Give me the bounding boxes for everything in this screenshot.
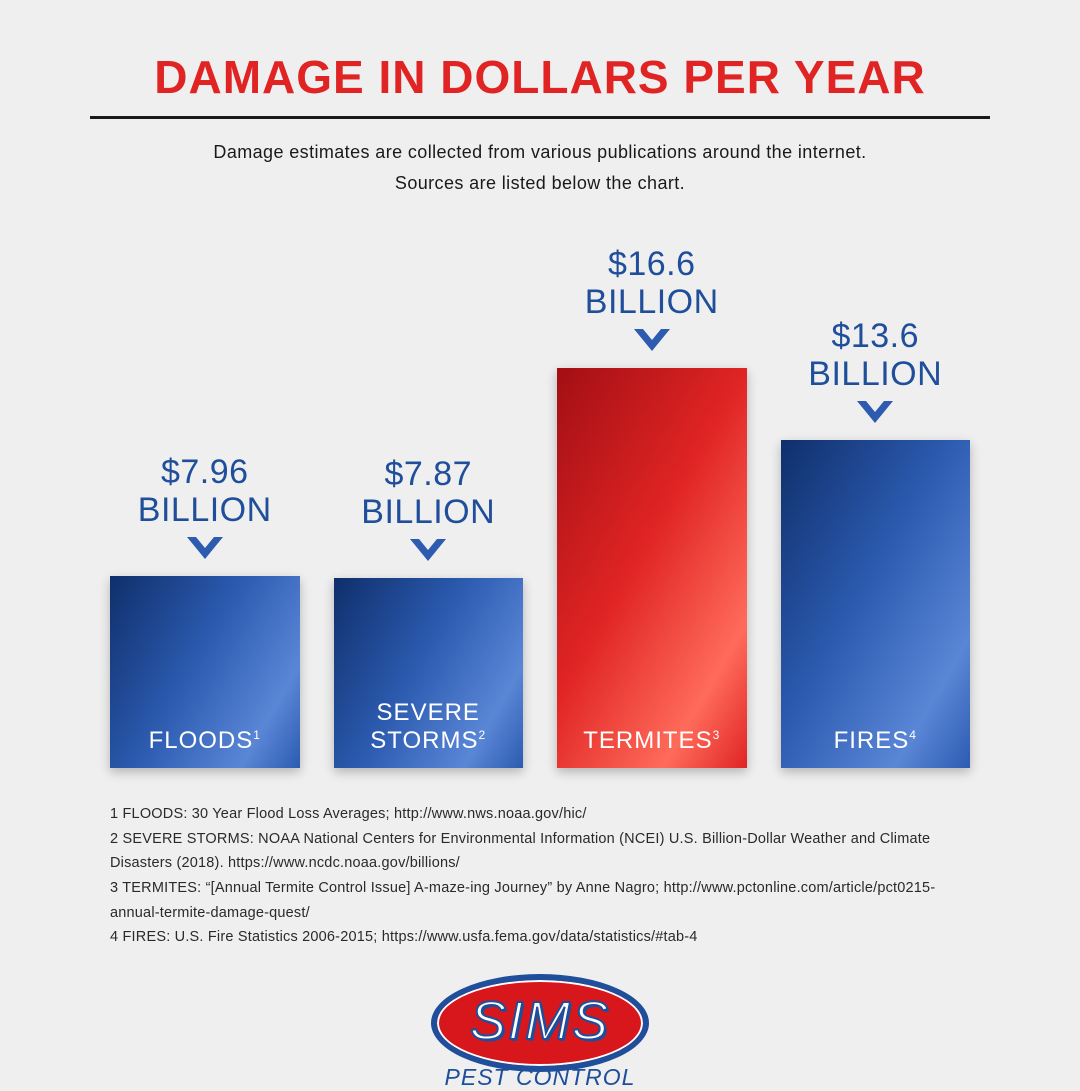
page-title: DAMAGE IN DOLLARS PER YEAR [90, 50, 990, 116]
subtitle: Damage estimates are collected from vari… [180, 137, 900, 198]
bar-wrap: $13.6 BILLION FIRES4 [781, 208, 971, 768]
logo-ellipse: SIMS [431, 974, 649, 1072]
infographic-container: DAMAGE IN DOLLARS PER YEAR Damage estima… [0, 0, 1080, 1091]
bar: SEVERESTORMS2 [334, 578, 524, 768]
source-line: 3 TERMITES: “[Annual Termite Control Iss… [110, 876, 970, 925]
bar-value-label: $7.87 BILLION [361, 455, 495, 531]
down-arrow-icon [407, 535, 449, 567]
source-line: 4 FIRES: U.S. Fire Statistics 2006-2015;… [110, 925, 970, 950]
bar-category-label: TERMITES3 [577, 727, 726, 769]
source-line: 1 FLOODS: 30 Year Flood Loss Averages; h… [110, 802, 970, 827]
brand-logo: SIMS PEST CONTROL [90, 974, 990, 1091]
bar-value-label: $7.96 BILLION [138, 453, 272, 529]
down-arrow-icon [854, 397, 896, 429]
bar-value-unit: BILLION [585, 283, 719, 321]
bar-category-label: SEVERESTORMS2 [364, 699, 492, 768]
down-arrow-icon [184, 533, 226, 565]
damage-bar-chart: $7.96 BILLION FLOODS1 $7.87 BILLION SEVE… [90, 208, 990, 768]
bar-value-amount: $16.6 [585, 245, 719, 283]
bar: FIRES4 [781, 440, 971, 768]
bar-value-amount: $7.96 [138, 453, 272, 491]
bar-value-amount: $7.87 [361, 455, 495, 493]
bar-wrap: $7.87 BILLION SEVERESTORMS2 [334, 208, 524, 768]
bar-value-label: $16.6 BILLION [585, 245, 719, 321]
bar-category-label: FIRES4 [828, 727, 923, 769]
arrow-wrap [184, 533, 226, 570]
title-rule [90, 116, 990, 119]
bar-value-unit: BILLION [808, 355, 942, 393]
logo-brand-text: SIMS [470, 990, 610, 1052]
bar-wrap: $16.6 BILLION TERMITES3 [557, 208, 747, 768]
bar-value-label: $13.6 BILLION [808, 317, 942, 393]
arrow-wrap [407, 535, 449, 572]
sources-block: 1 FLOODS: 30 Year Flood Loss Averages; h… [90, 802, 990, 950]
bar-value-unit: BILLION [361, 493, 495, 531]
arrow-wrap [631, 325, 673, 362]
bar-category-label: FLOODS1 [143, 727, 267, 769]
bar-value-amount: $13.6 [808, 317, 942, 355]
bar: TERMITES3 [557, 368, 747, 768]
arrow-wrap [854, 397, 896, 434]
down-arrow-icon [631, 325, 673, 357]
source-line: 2 SEVERE STORMS: NOAA National Centers f… [110, 827, 970, 876]
bar-wrap: $7.96 BILLION FLOODS1 [110, 208, 300, 768]
bar-value-unit: BILLION [138, 491, 272, 529]
bar: FLOODS1 [110, 576, 300, 768]
